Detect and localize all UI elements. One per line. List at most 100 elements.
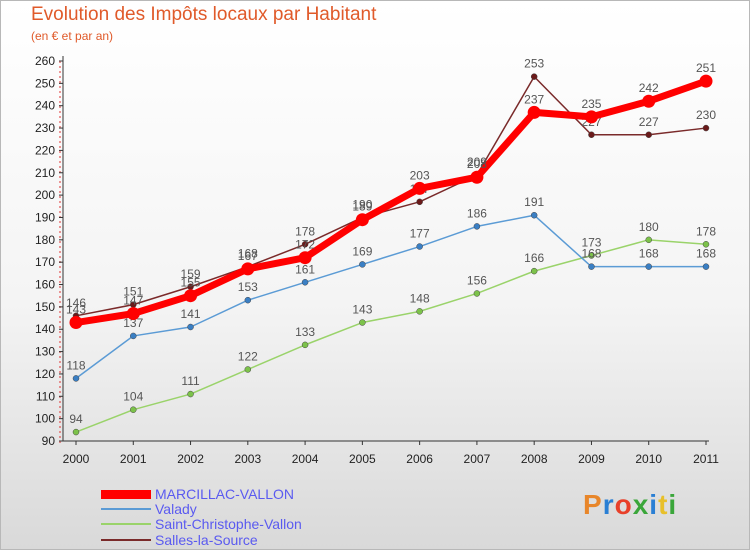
x-tick-label: 2000: [63, 452, 90, 466]
data-point-saint-christophe-vallon: [130, 406, 137, 413]
data-label-marcillac-vallon: 237: [524, 92, 544, 106]
y-tick-label: 160: [35, 278, 55, 292]
data-point-saint-christophe-vallon: [72, 428, 80, 436]
data-point-valady: [702, 263, 710, 270]
y-tick-label: 200: [35, 188, 55, 202]
x-tick-label: 2002: [177, 452, 204, 466]
logo-letter: i: [649, 489, 659, 520]
data-label-saint-christophe-vallon: 166: [524, 251, 544, 265]
y-tick-label: 190: [35, 210, 55, 224]
data-label-salles-la-source: 253: [524, 57, 544, 71]
chart-title: Evolution des Impôts locaux par Habitant: [31, 4, 377, 25]
legend-swatch-valady: [101, 508, 151, 510]
data-label-valady: 191: [524, 195, 544, 209]
y-tick-label: 150: [35, 300, 55, 314]
y-tick-label: 260: [35, 54, 55, 68]
data-label-saint-christophe-vallon: 173: [581, 235, 601, 249]
data-label-saint-christophe-vallon: 111: [181, 374, 200, 388]
data-label-salles-la-source: 227: [639, 115, 659, 129]
data-label-valady: 118: [66, 358, 85, 372]
data-point-salles-la-source: [530, 73, 538, 80]
data-label-saint-christophe-vallon: 122: [238, 349, 258, 363]
data-label-valady: 153: [238, 280, 258, 294]
data-point-marcillac-vallon: [584, 110, 598, 124]
data-point-valady: [244, 296, 252, 304]
data-label-marcillac-vallon: 189: [352, 200, 372, 214]
data-label-valady: 141: [181, 307, 201, 321]
x-tick-label: 2009: [578, 452, 605, 466]
data-point-salles-la-source: [416, 198, 423, 206]
y-tick-label: 170: [35, 255, 55, 269]
data-label-salles-la-source: 209: [467, 155, 487, 169]
y-tick-label: 90: [42, 434, 56, 448]
data-point-marcillac-vallon: [642, 94, 656, 108]
data-point-marcillac-vallon: [241, 262, 255, 276]
logo-letter: t: [658, 489, 669, 520]
data-point-valady: [530, 211, 538, 219]
series-line-saint-christophe-vallon: [75, 239, 707, 433]
x-tick-label: 2008: [521, 452, 548, 466]
data-label-valady: 161: [295, 262, 315, 276]
data-label-valady: 168: [639, 247, 659, 261]
data-point-saint-christophe-vallon: [244, 366, 252, 373]
data-point-saint-christophe-vallon: [359, 319, 366, 326]
chart-subtitle: (en € et par an): [31, 29, 114, 43]
x-tick-label: 2007: [464, 452, 491, 466]
logo-letter: r: [602, 489, 615, 520]
y-tick-label: 140: [35, 322, 55, 336]
logo-letter: x: [632, 489, 650, 520]
data-label-salles-la-source: 168: [238, 247, 258, 261]
data-label-saint-christophe-vallon: 104: [123, 390, 143, 404]
x-tick-label: 2005: [349, 452, 376, 466]
data-point-saint-christophe-vallon: [645, 236, 652, 244]
data-point-saint-christophe-vallon: [473, 290, 481, 297]
legend-swatch-saint-christophe-vallon: [101, 523, 151, 525]
data-point-saint-christophe-vallon: [588, 252, 595, 259]
legend-item-marcillac-vallon: MARCILLAC-VALLON: [101, 486, 294, 502]
y-tick-label: 240: [35, 99, 55, 113]
data-label-salles-la-source: 190: [352, 197, 372, 211]
y-tick-label: 100: [35, 412, 55, 426]
x-tick-label: 2006: [406, 452, 433, 466]
data-point-valady: [301, 279, 309, 286]
data-point-valady: [187, 323, 194, 331]
y-tick-label: 230: [35, 121, 55, 135]
data-label-saint-christophe-vallon: 180: [639, 220, 659, 234]
y-tick-label: 220: [35, 143, 55, 157]
legend-label-salles-la-source: Salles-la-Source: [155, 532, 258, 548]
y-tick-label: 250: [35, 76, 55, 90]
legend-label-valady: Valady: [155, 501, 197, 517]
data-label-salles-la-source: 146: [66, 296, 86, 310]
data-label-salles-la-source: 178: [295, 224, 315, 238]
data-point-valady: [645, 263, 652, 270]
data-point-valady: [72, 375, 80, 382]
data-point-marcillac-vallon: [470, 170, 484, 184]
data-point-marcillac-vallon: [699, 74, 713, 88]
data-label-marcillac-vallon: 172: [295, 238, 315, 252]
data-point-valady: [359, 261, 366, 268]
y-tick-label: 210: [35, 166, 55, 180]
data-label-saint-christophe-vallon: 178: [696, 224, 716, 238]
data-point-saint-christophe-vallon: [301, 341, 309, 349]
data-point-salles-la-source: [702, 124, 710, 132]
data-label-marcillac-vallon: 147: [123, 294, 143, 308]
data-label-valady: 168: [696, 247, 716, 261]
x-tick-label: 2001: [120, 452, 147, 466]
x-tick-label: 2004: [292, 452, 319, 466]
data-label-marcillac-vallon: 203: [410, 168, 430, 182]
x-tick-label: 2011: [693, 452, 719, 466]
data-label-saint-christophe-vallon: 94: [69, 412, 83, 426]
y-tick-label: 110: [36, 389, 55, 403]
legend-label-saint-christophe-vallon: Saint-Christophe-Vallon: [155, 516, 302, 532]
series-line-valady: [75, 214, 707, 380]
data-label-valady: 169: [352, 244, 372, 258]
data-label-marcillac-vallon: 143: [66, 303, 86, 317]
data-label-valady: 137: [123, 316, 143, 330]
legend-item-valady: Valady: [101, 501, 197, 517]
data-point-salles-la-source: [588, 131, 595, 139]
y-tick-label: 180: [35, 233, 55, 247]
data-point-saint-christophe-vallon: [187, 390, 194, 398]
data-label-valady: 186: [467, 206, 487, 220]
data-label-saint-christophe-vallon: 143: [352, 303, 372, 317]
